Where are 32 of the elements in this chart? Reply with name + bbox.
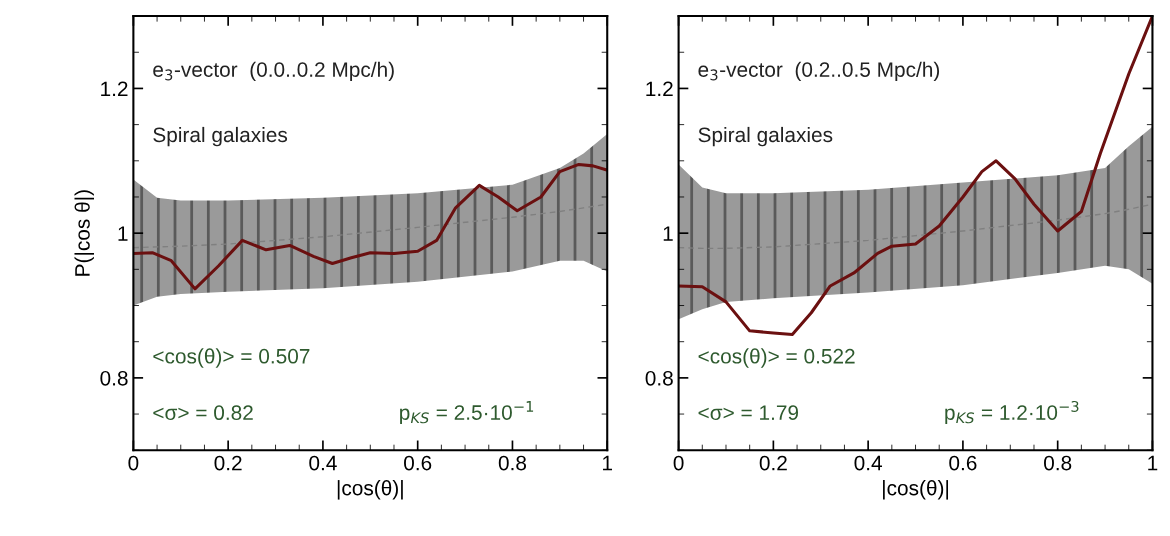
x-tick-label: 0.8 bbox=[498, 455, 527, 471]
annotation: Spiral galaxies bbox=[698, 126, 833, 147]
x-axis-title: |cos(θ)| bbox=[883, 480, 949, 500]
annotation: p$_{KS}$ = 1.2·10$^{−3}$ bbox=[945, 400, 1079, 425]
annotation: p$_{KS}$ = 2.5·10$^{−1}$ bbox=[400, 401, 534, 425]
y-tick-label: 1 bbox=[118, 226, 128, 241]
x-tick-label: 0.2 bbox=[214, 455, 242, 471]
x-tick-label: 0 bbox=[673, 455, 684, 471]
y-tick-label: 1.2 bbox=[646, 81, 673, 96]
annotation: e$_{3}$-vector (0.0..0.2 Mpc/h) bbox=[153, 61, 394, 82]
x-tick-label: 0 bbox=[128, 455, 139, 471]
annotation: Spiral galaxies bbox=[153, 126, 288, 147]
annotation: <cos(θ)> = 0.522 bbox=[698, 348, 855, 368]
y-tick-label: 0.8 bbox=[100, 370, 128, 386]
y-axis-title: P(|cos θ|) bbox=[74, 190, 95, 276]
y-tick-label: 0.8 bbox=[645, 370, 673, 386]
x-axis-title: |cos(θ)| bbox=[337, 480, 403, 500]
y-tick-label: 1 bbox=[663, 226, 673, 241]
annotation: <σ> = 0.82 bbox=[153, 405, 253, 421]
x-tick-label: 0.2 bbox=[759, 455, 787, 471]
x-tick-label: 0.4 bbox=[309, 455, 337, 471]
x-tick-label: 0.6 bbox=[949, 455, 977, 471]
annotation: <σ> = 1.79 bbox=[698, 405, 799, 421]
x-tick-label: 0.6 bbox=[404, 455, 432, 471]
x-tick-label: 1 bbox=[1148, 455, 1158, 471]
x-tick-label: 0.4 bbox=[854, 455, 883, 471]
x-tick-label: 1 bbox=[603, 455, 613, 471]
annotation: <cos(θ)> = 0.507 bbox=[153, 348, 310, 368]
y-tick-label: 1.2 bbox=[101, 81, 128, 96]
x-tick-label: 0.8 bbox=[1044, 455, 1072, 471]
line-series bbox=[133, 162, 608, 291]
annotation: e$_{3}$-vector (0.2..0.5 Mpc/h) bbox=[698, 61, 940, 82]
